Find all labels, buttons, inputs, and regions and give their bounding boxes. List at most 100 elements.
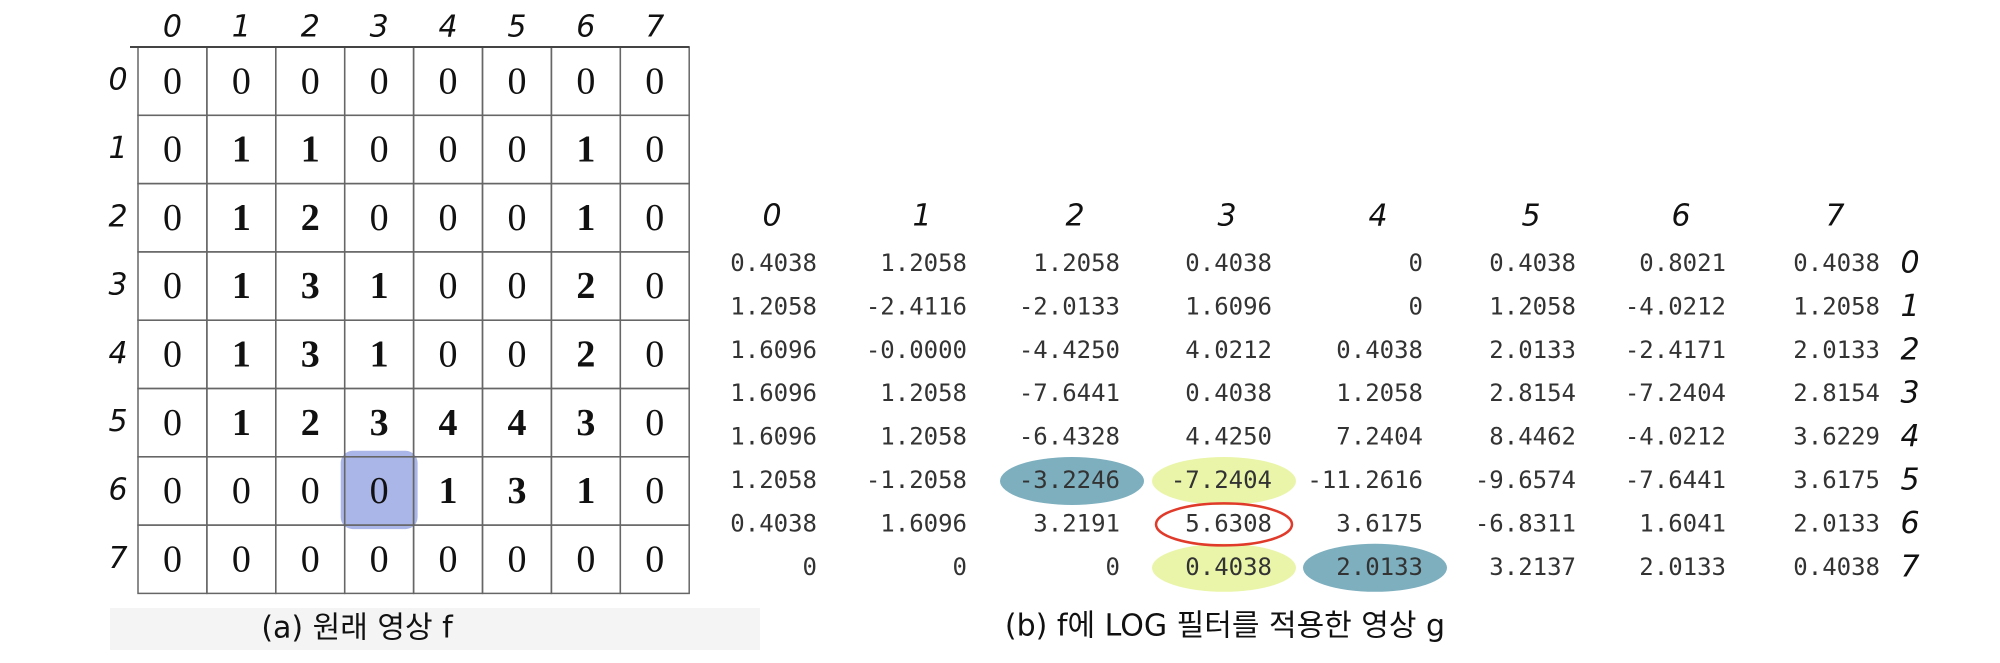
row-header: 3	[1900, 376, 1919, 411]
cell-value: 2.0133	[1793, 509, 1880, 537]
cell-value: 3	[301, 265, 320, 307]
cell-value: 0	[1106, 553, 1120, 581]
col-header: 3	[1217, 199, 1236, 234]
cell-value: 3.6175	[1793, 466, 1880, 494]
cell-value: 1	[232, 333, 251, 375]
col-header: 1	[912, 199, 931, 234]
cell-value: 0.4038	[730, 249, 817, 277]
cell-value: 8.4462	[1489, 423, 1576, 451]
col-header: 4	[439, 10, 458, 45]
cell-value: 0	[645, 129, 664, 171]
cell-value: -7.2404	[1171, 466, 1272, 494]
cell-value: 0	[645, 402, 664, 444]
cell-value: 0	[507, 197, 526, 239]
cell-value: 0	[370, 60, 389, 102]
cell-value: 0.4038	[1185, 249, 1272, 277]
row-header: 3	[108, 268, 127, 303]
col-header: 5	[507, 10, 526, 45]
cell-value: 0	[645, 470, 664, 512]
row-header: 7	[1900, 549, 1919, 584]
cell-value: 0.4038	[1336, 336, 1423, 364]
cell-value: 1.2058	[1033, 249, 1120, 277]
cell-value: 1.2058	[730, 292, 817, 320]
cell-value: 0	[1409, 249, 1423, 277]
col-header: 4	[1368, 199, 1387, 234]
cell-value: -2.0133	[1019, 292, 1120, 320]
cell-value: -2.4171	[1625, 336, 1726, 364]
cell-value: 0	[439, 333, 458, 375]
row-header: 4	[108, 336, 127, 371]
cell-value: -4.0212	[1625, 423, 1726, 451]
cell-value: 0	[163, 197, 182, 239]
cell-value: 1	[232, 265, 251, 307]
cell-value: 0.4038	[1185, 553, 1272, 581]
cell-value: 1.6041	[1639, 509, 1726, 537]
cell-value: 0.4038	[730, 509, 817, 537]
cell-value: 0	[163, 60, 182, 102]
col-header: 7	[1825, 199, 1844, 234]
cell-value: 7.2404	[1336, 423, 1423, 451]
cell-value: 0	[232, 538, 251, 580]
cell-value: 1.2058	[880, 249, 967, 277]
cell-value: 0	[645, 265, 664, 307]
caption: (a) 원래 영상 f	[261, 611, 454, 646]
row-header: 5	[108, 404, 127, 439]
circle-mark	[1154, 502, 1294, 547]
cell-value: 1	[370, 333, 389, 375]
cell-value: 1	[301, 129, 320, 171]
col-header: 0	[163, 10, 182, 45]
cell-value: -6.4328	[1019, 423, 1120, 451]
cell-value: -7.6441	[1625, 466, 1726, 494]
cell-value: -6.8311	[1475, 509, 1576, 537]
row-header: 5	[1900, 463, 1919, 498]
cell-value: 1	[232, 129, 251, 171]
cell-value: 0	[232, 470, 251, 512]
col-header: 2	[301, 10, 320, 45]
cell-value: 0	[645, 538, 664, 580]
row-header: 1	[1900, 289, 1919, 324]
row-header: 6	[108, 472, 127, 507]
cell-value: 5.6308	[1185, 509, 1272, 537]
cell-value: 0	[645, 60, 664, 102]
cell-value: 0	[370, 470, 389, 512]
cell-value: 2	[576, 265, 595, 307]
cell-value: 0	[301, 470, 320, 512]
highlight	[1000, 457, 1144, 505]
cell-value: 3.6229	[1793, 423, 1880, 451]
cell-value: 0	[163, 538, 182, 580]
cell-value: 0	[507, 129, 526, 171]
cell-value: 0.4038	[1489, 249, 1576, 277]
row-header: 0	[1900, 246, 1919, 281]
cell-value: -3.2246	[1019, 466, 1120, 494]
row-header: 7	[108, 541, 127, 576]
cell-value: 0	[163, 470, 182, 512]
row-header: 6	[1900, 506, 1919, 541]
cell-value: 1	[439, 470, 458, 512]
cell-value: 4.0212	[1185, 336, 1272, 364]
cell-value: 0	[370, 129, 389, 171]
cell-value: 0	[370, 197, 389, 239]
cell-value: 1	[576, 129, 595, 171]
cell-value: 3.6175	[1336, 509, 1423, 537]
row-header: 1	[108, 131, 127, 166]
col-header: 6	[1671, 199, 1690, 234]
cell-value: 0	[163, 129, 182, 171]
cell-value: 1.6096	[880, 509, 967, 537]
cell-value: 0	[645, 333, 664, 375]
cell-value: 0.4038	[1793, 249, 1880, 277]
caption: (b) f에 LOG 필터를 적용한 영상 g	[1005, 609, 1445, 644]
cell-value: 0	[1409, 292, 1423, 320]
cell-value: 3	[301, 333, 320, 375]
cell-value: 2.0133	[1489, 336, 1576, 364]
cell-value: 0	[953, 553, 967, 581]
row-header: 2	[108, 199, 127, 234]
cell-value: 1	[232, 402, 251, 444]
cell-value: 2	[576, 333, 595, 375]
cell-value: 0	[439, 60, 458, 102]
cell-value: 3	[576, 402, 595, 444]
col-header: 0	[762, 199, 781, 234]
cell-value: 1.6096	[730, 379, 817, 407]
cell-value: -0.0000	[866, 336, 967, 364]
